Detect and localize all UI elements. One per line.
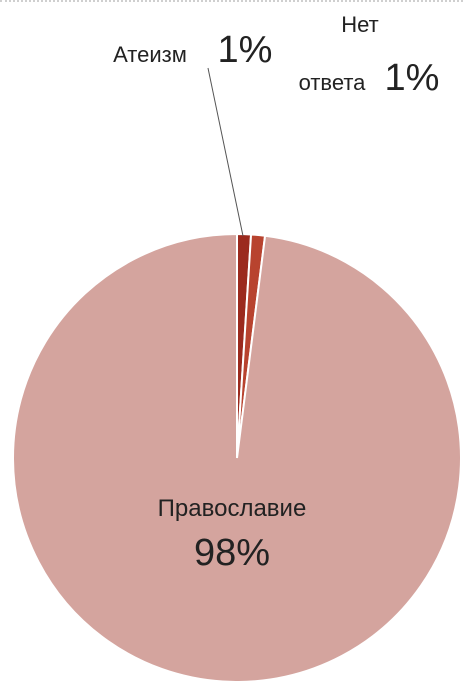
slice-labels: Православие 98% Атеизм 1% Нет ответа 1% [113, 12, 439, 574]
slice-label-no-answer-name-line2: ответа [299, 70, 367, 95]
leader-lines [207, 67, 244, 237]
slice-label-atheism-value: 1% [218, 29, 273, 71]
slice-label-orthodoxy-value: 98% [194, 532, 270, 574]
leader-line-atheism [207, 67, 244, 237]
slice-label-atheism-name: Атеизм [113, 42, 187, 67]
slice-label-orthodoxy-name: Православие [158, 495, 307, 522]
top-border [0, 0, 463, 2]
slice-label-no-answer-name-line1: Нет [341, 12, 378, 37]
pie-slice-orthodoxy [12, 232, 463, 681]
pie-slices [12, 232, 463, 681]
slice-label-no-answer-value: 1% [385, 57, 440, 99]
